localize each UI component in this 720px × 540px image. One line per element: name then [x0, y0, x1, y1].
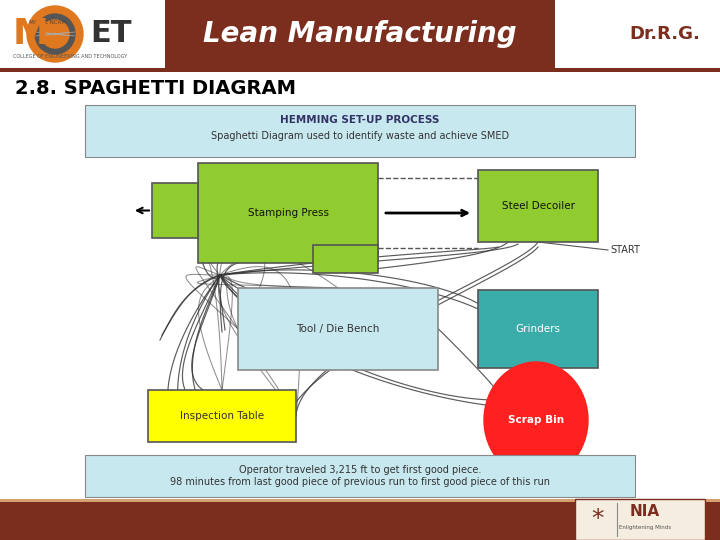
Bar	[238, 288, 438, 370]
Bar	[165, 0, 555, 68]
Ellipse shape	[484, 362, 588, 478]
Text: HEMMING SET-UP PROCESS: HEMMING SET-UP PROCESS	[280, 115, 440, 125]
Text: COLLEGE OF ENGINEERING AND TECHNOLOGY: COLLEGE OF ENGINEERING AND TECHNOLOGY	[13, 53, 127, 58]
Circle shape	[35, 14, 75, 54]
Text: Operator traveled 3,215 ft to get first good piece.
98 minutes from last good pi: Operator traveled 3,215 ft to get first …	[170, 465, 550, 487]
Text: Lean Manufacturing: Lean Manufacturing	[203, 20, 517, 48]
Text: DR. MABAL NCAM: DR. MABAL NCAM	[18, 20, 66, 25]
Bar	[198, 163, 378, 263]
Text: M: M	[13, 17, 49, 51]
Circle shape	[41, 20, 69, 48]
Bar	[478, 290, 598, 368]
Bar	[0, 502, 720, 540]
Text: Dr.R.G.: Dr.R.G.	[629, 25, 700, 43]
Bar	[85, 455, 635, 497]
Bar	[0, 0, 720, 68]
Circle shape	[27, 6, 83, 62]
Text: 2.8. SPAGHETTI DIAGRAM: 2.8. SPAGHETTI DIAGRAM	[15, 78, 296, 98]
Bar	[478, 170, 598, 242]
Text: Scrap Bin: Scrap Bin	[508, 415, 564, 425]
Bar	[148, 390, 296, 442]
Text: Steel Decoiler: Steel Decoiler	[502, 201, 575, 211]
Bar	[0, 68, 720, 72]
Text: Enlightening Minds: Enlightening Minds	[619, 524, 671, 530]
Bar	[313, 245, 378, 273]
Bar	[152, 183, 198, 238]
Text: NIA: NIA	[630, 504, 660, 519]
Text: Grinders: Grinders	[516, 324, 560, 334]
Text: *: *	[591, 507, 603, 531]
Text: Spaghetti Diagram used to identify waste and achieve SMED: Spaghetti Diagram used to identify waste…	[211, 131, 509, 141]
Text: Inspection Table: Inspection Table	[180, 411, 264, 421]
Bar	[0, 499, 720, 502]
Text: Stamping Press: Stamping Press	[248, 208, 328, 218]
Text: ET: ET	[90, 19, 132, 49]
Text: Tool / Die Bench: Tool / Die Bench	[297, 324, 379, 334]
Text: START: START	[610, 245, 640, 255]
Bar	[85, 105, 635, 157]
Bar	[575, 499, 705, 540]
